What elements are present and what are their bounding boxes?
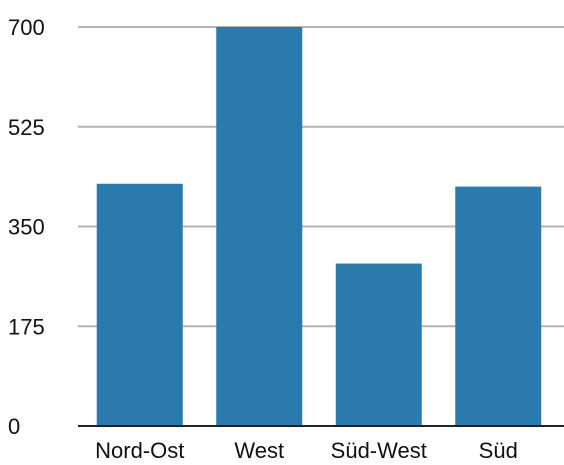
x-tick-label: Süd: [479, 438, 518, 463]
y-tick-label: 0: [8, 414, 20, 439]
bar: [216, 27, 303, 426]
y-tick-label: 175: [8, 314, 45, 339]
bars: [96, 27, 542, 426]
x-tick-label: Nord-Ost: [95, 438, 184, 463]
bar: [455, 186, 542, 426]
y-tick-label: 350: [8, 215, 45, 240]
x-tick-label: West: [234, 438, 284, 463]
x-axis-category-labels: Nord-Ost West Süd-West Süd: [95, 438, 518, 463]
x-tick-label: Süd-West: [331, 438, 427, 463]
y-tick-label: 700: [8, 15, 45, 40]
bar: [96, 183, 183, 426]
bar: [335, 263, 422, 426]
y-tick-label: 525: [8, 115, 45, 140]
y-axis-tick-labels: 0 175 350 525 700: [8, 15, 45, 439]
